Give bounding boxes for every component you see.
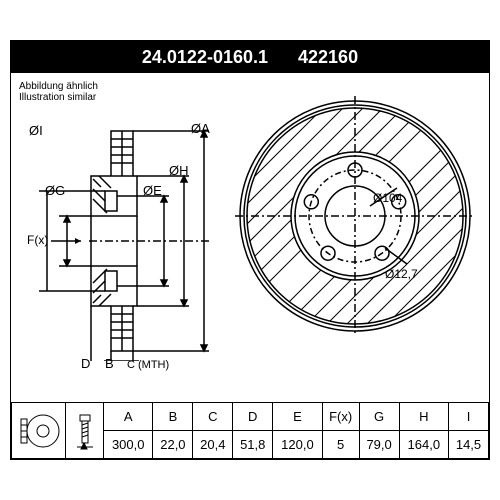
dim-H: ØH [169,163,189,178]
val-H: 164,0 [399,431,448,459]
col-C: C [193,403,233,431]
val-E: 120,0 [273,431,322,459]
val-D: 51,8 [233,431,273,459]
caption-de: Abbildung ähnlich [19,81,98,92]
col-I: I [449,403,489,431]
col-D: D [233,403,273,431]
table-header-row: A B C D E F(x) G H I [12,403,489,431]
col-G: G [359,403,399,431]
dim-F: F(x) [27,233,48,247]
disc-icon [17,411,61,451]
col-H: H [399,403,448,431]
dim-I: ØI [29,123,43,138]
col-B: B [153,403,193,431]
bolt-dia-label: Ø12,7 [385,267,418,281]
dim-D: D [81,356,90,371]
bolt-icon [73,411,97,451]
col-F: F(x) [322,403,359,431]
caption-en: Illustration similar [19,92,98,103]
front-view-drawing: Ø104 Ø12,7 [235,96,475,336]
caption: Abbildung ähnlich Illustration similar [19,81,98,103]
val-I: 14,5 [449,431,489,459]
val-B: 22,0 [153,431,193,459]
col-E: E [273,403,322,431]
part-number: 24.0122-0160.1 [142,47,268,68]
header-bar: 24.0122-0160.1 422160 [11,41,489,73]
disc-icon-cell [12,403,66,459]
center-dia-label: Ø104 [373,191,403,205]
dim-C: C (MTH) [127,359,169,371]
col-A: A [104,403,153,431]
drawing-frame: 24.0122-0160.1 422160 Abbildung ähnlich … [10,40,490,460]
val-C: 20,4 [193,431,233,459]
val-A: 300,0 [104,431,153,459]
dim-E: ØE [143,183,162,198]
bolt-icon-cell [66,403,104,459]
val-G: 79,0 [359,431,399,459]
dim-A: ØA [191,121,210,136]
side-view-drawing: ØI ØG ØE ØH ØA F(x) B D C (MTH) [19,121,219,361]
dim-B: B [105,356,114,371]
val-F: 5 [322,431,359,459]
dim-G: ØG [45,183,65,198]
spec-table: A B C D E F(x) G H I 300,0 22,0 20,4 51,… [11,402,489,459]
sku: 422160 [298,47,358,68]
